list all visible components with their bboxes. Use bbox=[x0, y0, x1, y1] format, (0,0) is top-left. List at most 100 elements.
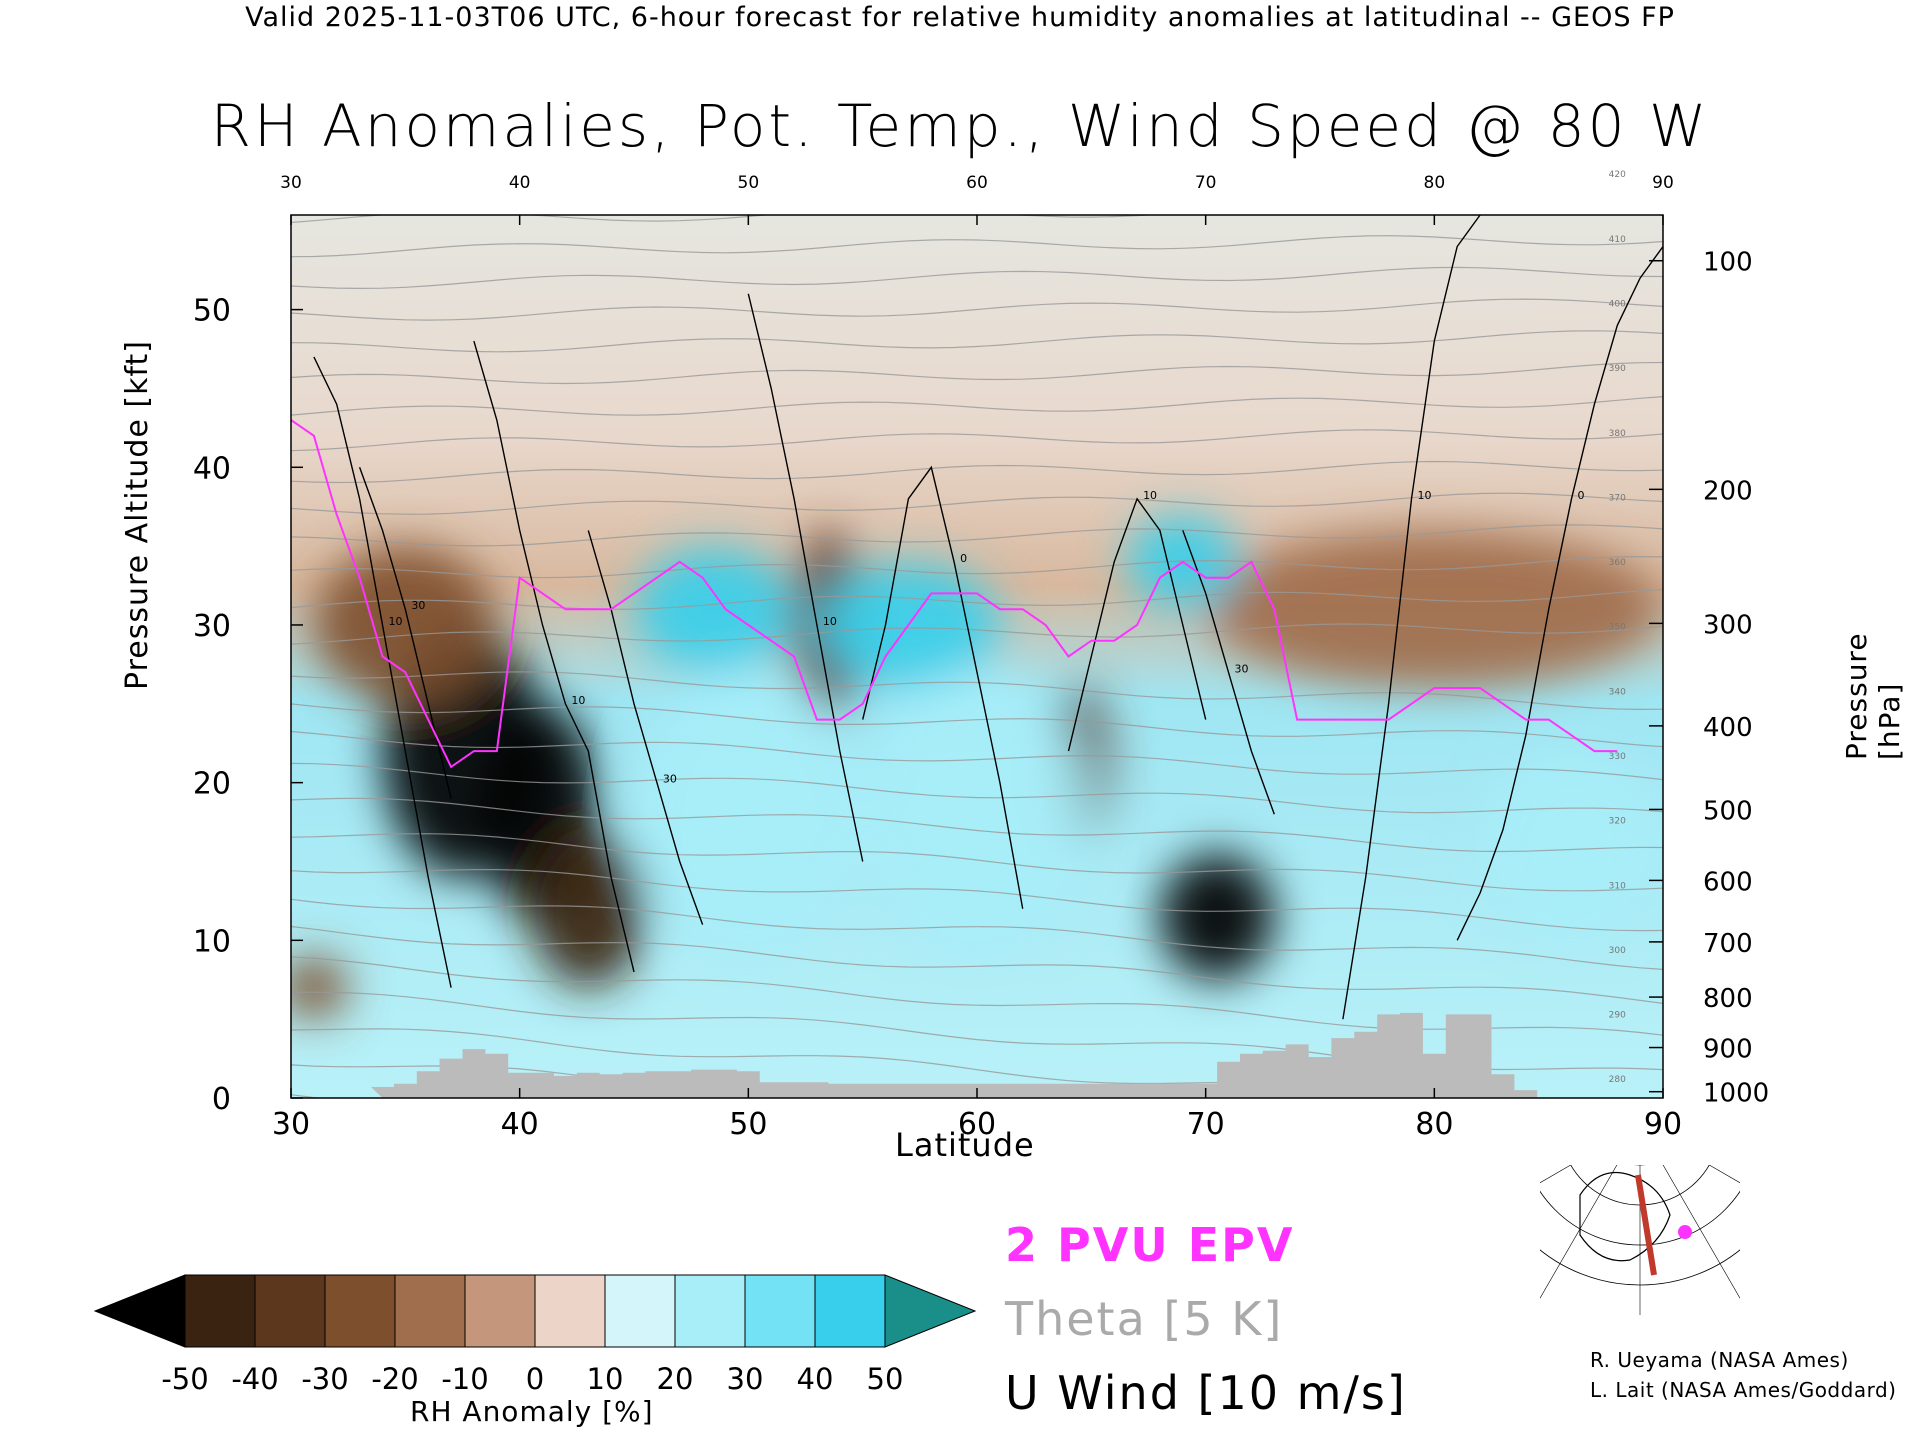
colorbar-under-arrow bbox=[93, 1274, 186, 1348]
legend-theta: Theta [5 K] bbox=[1005, 1292, 1284, 1346]
terrain bbox=[371, 1012, 1538, 1098]
map-meridian bbox=[1662, 1165, 1740, 1299]
theta-label: 390 bbox=[1609, 364, 1626, 374]
colorbar-swatch bbox=[744, 1274, 816, 1348]
colorbar-tick-label: -10 bbox=[441, 1362, 488, 1396]
u-wind-contour bbox=[747, 293, 864, 862]
theta-label: 290 bbox=[1609, 1011, 1626, 1021]
x-tick-label: 30 bbox=[272, 1107, 310, 1142]
theta-isentrope bbox=[291, 235, 1663, 258]
colorbar-swatch bbox=[674, 1274, 746, 1348]
pressure-tick-label: 200 bbox=[1703, 476, 1753, 506]
rh-anomaly-region bbox=[1205, 530, 1663, 689]
theta-label: 330 bbox=[1609, 752, 1626, 762]
u-wind-label: 30 bbox=[411, 599, 425, 612]
rh-anomaly-region bbox=[291, 956, 349, 1020]
theta-label: 350 bbox=[1609, 623, 1626, 633]
colorbar-over-arrow bbox=[884, 1274, 977, 1348]
x-tick-label: 80 bbox=[1415, 1107, 1453, 1142]
u-wind-contour bbox=[1456, 246, 1663, 941]
y-tick-label: 50 bbox=[193, 294, 231, 329]
u-wind-contours bbox=[313, 215, 1663, 1020]
colorbar-tick-label: -20 bbox=[371, 1362, 418, 1396]
pressure-tick-label: 1000 bbox=[1703, 1079, 1769, 1109]
x-tick-label: 70 bbox=[1187, 1107, 1225, 1142]
x-top-tick-label: 40 bbox=[509, 173, 531, 193]
colorbar-tick-label: 30 bbox=[727, 1362, 764, 1396]
theta-label: 370 bbox=[1609, 493, 1626, 503]
theta-isentrope bbox=[291, 956, 1663, 1036]
colorbar-swatch bbox=[534, 1274, 606, 1348]
theta-isentrope bbox=[291, 925, 1663, 1004]
theta-isentrope bbox=[291, 396, 1663, 416]
rh-anomaly-region bbox=[1159, 853, 1275, 980]
credit-line: R. Ueyama (NASA Ames) bbox=[1590, 1348, 1849, 1372]
colorbar-tick-label: 20 bbox=[657, 1362, 694, 1396]
rh-anomaly-field bbox=[291, 514, 1663, 1020]
u-wind-label: 30 bbox=[663, 773, 677, 786]
map-meridian bbox=[1708, 1165, 1740, 1184]
epv-2pvu-line bbox=[291, 419, 1618, 769]
pressure-tick-label: 500 bbox=[1703, 796, 1753, 826]
pressure-tick-label: 400 bbox=[1703, 713, 1753, 743]
theta-label: 420 bbox=[1609, 170, 1626, 180]
x-top-tick-label: 80 bbox=[1424, 173, 1446, 193]
theta-isentrope bbox=[291, 833, 1663, 892]
rh-anomaly-region bbox=[531, 829, 646, 988]
theta-isentrope bbox=[291, 361, 1663, 385]
inset-map bbox=[1540, 1165, 1740, 1315]
theta-isentrope bbox=[291, 1028, 1424, 1098]
theta-isentrope bbox=[291, 730, 1663, 781]
theta-isentrope bbox=[291, 460, 1663, 484]
colorbar-label: RH Anomaly [%] bbox=[410, 1395, 654, 1428]
pressure-tick-label: 600 bbox=[1703, 867, 1753, 897]
theta-label: 360 bbox=[1609, 558, 1626, 568]
theta-isentrope bbox=[291, 898, 1663, 970]
theta-label: 320 bbox=[1609, 817, 1626, 827]
colorbar-swatch bbox=[394, 1274, 466, 1348]
map-coastline bbox=[1579, 1171, 1671, 1262]
colorbar-tick-label: 0 bbox=[526, 1362, 544, 1396]
theta-label: 380 bbox=[1609, 429, 1626, 439]
theta-isentrope bbox=[291, 524, 1663, 547]
x-top-tick-label: 90 bbox=[1652, 173, 1674, 193]
theta-isentrope bbox=[291, 1064, 966, 1098]
x-tick-label: 40 bbox=[501, 1107, 539, 1142]
theta-label: 410 bbox=[1609, 235, 1626, 245]
theta-isentrope bbox=[291, 588, 1663, 610]
map-location-dot bbox=[1678, 1225, 1692, 1239]
colorbar-swatch bbox=[464, 1274, 536, 1348]
u-wind-label: 10 bbox=[823, 615, 837, 628]
pressure-tick-label: 300 bbox=[1703, 610, 1753, 640]
y-tick-label: 30 bbox=[193, 609, 231, 644]
theta-label: 300 bbox=[1609, 946, 1626, 956]
theta-label: 400 bbox=[1609, 299, 1626, 309]
theta-isentrope bbox=[291, 623, 1663, 645]
rh-anomaly-region bbox=[862, 672, 1092, 957]
header-text: Valid 2025-11-03T06 UTC, 6-hour forecast… bbox=[245, 2, 1675, 33]
colorbar-swatch bbox=[254, 1274, 326, 1348]
theta-label: 280 bbox=[1609, 1075, 1626, 1085]
u-wind-label: 0 bbox=[1578, 489, 1585, 502]
theta-label: 340 bbox=[1609, 687, 1626, 697]
u-wind-label: 0 bbox=[960, 552, 967, 565]
colorbar-tick-label: 10 bbox=[587, 1362, 624, 1396]
colorbar-tick-label: -40 bbox=[231, 1362, 278, 1396]
x-top-tick-label: 70 bbox=[1195, 173, 1217, 193]
u-wind-label: 30 bbox=[1235, 662, 1249, 675]
y-tick-label: 10 bbox=[193, 924, 231, 959]
x-axis-label: Latitude bbox=[895, 1126, 1035, 1164]
theta-label: 310 bbox=[1609, 881, 1626, 891]
u-wind-label: 10 bbox=[571, 694, 585, 707]
u-wind-contour bbox=[1067, 497, 1207, 752]
legend-epv: 2 PVU EPV bbox=[1005, 1218, 1295, 1272]
credit-line: L. Lait (NASA Ames/Goddard) bbox=[1590, 1378, 1897, 1402]
u-wind-contour bbox=[473, 340, 635, 973]
map-meridian bbox=[1540, 1165, 1572, 1184]
y-tick-label: 0 bbox=[212, 1082, 231, 1117]
colorbar-swatch bbox=[324, 1274, 396, 1348]
colorbar-swatch bbox=[604, 1274, 676, 1348]
theta-isentrope bbox=[291, 703, 1663, 748]
rh-anomaly-region bbox=[1480, 751, 1663, 941]
